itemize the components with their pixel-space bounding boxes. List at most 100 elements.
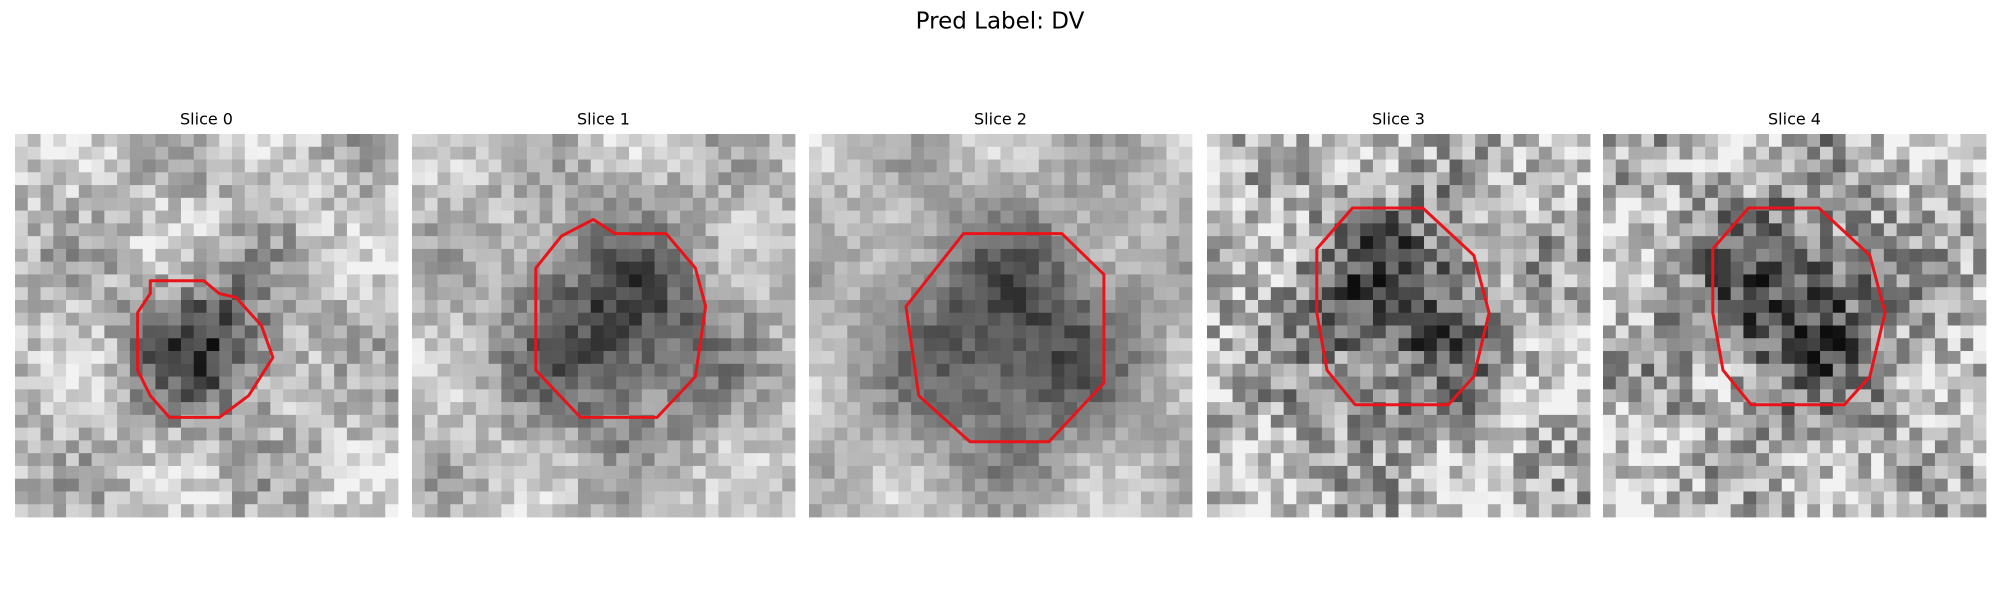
pixel (847, 210, 861, 224)
pixel (1692, 197, 1706, 211)
pixel (526, 338, 541, 352)
pixel (769, 261, 783, 275)
pixel (1064, 338, 1078, 352)
pixel (1756, 274, 1770, 288)
pixel (1283, 453, 1297, 467)
pixel (834, 376, 848, 390)
pixel (295, 210, 310, 224)
pixel (860, 236, 874, 250)
pixel (1102, 491, 1116, 505)
pixel (1115, 440, 1129, 454)
pixel (1372, 299, 1387, 314)
pixel (1641, 389, 1655, 403)
pixel (488, 159, 502, 173)
pixel (346, 134, 361, 148)
pixel (1743, 299, 1757, 314)
pixel (743, 453, 758, 467)
pixel (488, 465, 502, 480)
pixel (412, 465, 426, 480)
pixel (270, 299, 284, 314)
pixel (1128, 287, 1142, 301)
pixel (1960, 185, 1974, 199)
pixel (1360, 427, 1374, 441)
pixel (463, 478, 477, 492)
pixel (180, 134, 195, 148)
pixel (885, 453, 899, 467)
pixel (1960, 491, 1974, 505)
pixel (1487, 504, 1502, 518)
pixel (283, 261, 297, 275)
pixel (1321, 185, 1336, 199)
pixel (1462, 312, 1476, 326)
pixel (1411, 299, 1425, 314)
pixel (463, 363, 477, 377)
pixel (1666, 261, 1680, 275)
pixel (15, 261, 29, 275)
pixel (270, 465, 284, 480)
pixel (1858, 427, 1872, 441)
pixel (117, 465, 131, 480)
pixel (1551, 453, 1565, 467)
pixel (1807, 159, 1821, 173)
pixel (424, 427, 438, 441)
pixel (1411, 376, 1425, 390)
pixel (91, 402, 105, 416)
pixel (283, 159, 297, 173)
pixel (1309, 504, 1323, 518)
pixel (1245, 465, 1259, 480)
pixel (1641, 236, 1655, 250)
pixel (603, 338, 617, 352)
pixel (1794, 261, 1808, 275)
pixel (424, 363, 438, 377)
pixel (321, 363, 335, 377)
pixel (1398, 287, 1412, 301)
pixel (1794, 414, 1808, 429)
pixel (1820, 312, 1834, 326)
pixel (1947, 389, 1961, 403)
pixel (193, 146, 207, 160)
pixel (1296, 134, 1310, 148)
pixel (936, 287, 950, 301)
pixel (590, 172, 604, 186)
pixel (809, 453, 823, 467)
pixel (974, 185, 989, 199)
pixel (1615, 210, 1629, 224)
pixel (949, 223, 963, 237)
pixel (450, 504, 464, 518)
pixel (1424, 453, 1438, 467)
pixel (834, 248, 848, 263)
pixel (1258, 312, 1272, 326)
pixel (1051, 236, 1065, 250)
pixel (641, 248, 655, 263)
pixel (680, 504, 694, 518)
pixel (155, 338, 169, 352)
pixel (1615, 351, 1629, 365)
pixel (885, 325, 899, 339)
pixel (1820, 376, 1834, 390)
pixel (463, 274, 477, 288)
pixel (1270, 427, 1284, 441)
pixel (488, 376, 502, 390)
pixel (809, 491, 823, 505)
pixel (308, 427, 322, 441)
pixel (680, 465, 694, 480)
pixel (129, 389, 144, 403)
pixel (1026, 504, 1040, 518)
pixel (1153, 261, 1167, 275)
pixel (603, 491, 617, 505)
pixel (180, 389, 195, 403)
pixel (206, 185, 220, 199)
pixel (552, 210, 566, 224)
pixel (654, 465, 668, 480)
pixel (1013, 325, 1027, 339)
pixel (53, 504, 67, 518)
pixel (834, 478, 848, 492)
pixel (911, 325, 925, 339)
pixel (463, 491, 477, 505)
pixel (1922, 440, 1936, 454)
pixel (821, 197, 835, 211)
pixel (1845, 261, 1859, 275)
pixel (1283, 440, 1297, 454)
pixel (1475, 312, 1489, 326)
pixel (78, 414, 92, 429)
